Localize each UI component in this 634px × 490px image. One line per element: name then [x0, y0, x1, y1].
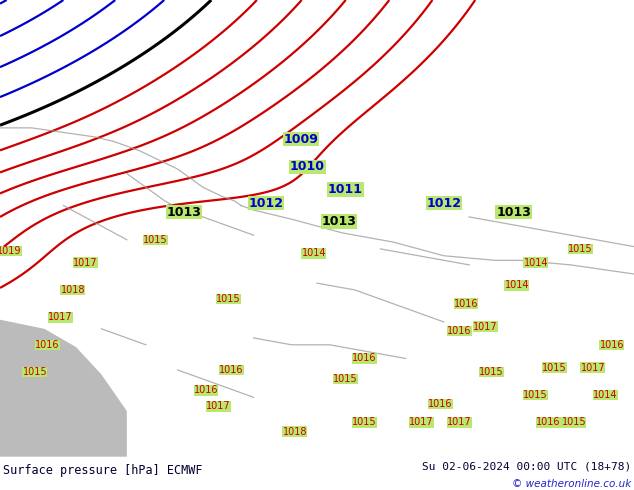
Text: 1015: 1015 [143, 235, 167, 245]
Text: 1013: 1013 [166, 206, 202, 219]
Text: 1018: 1018 [61, 285, 85, 295]
Text: 1015: 1015 [479, 367, 503, 377]
Text: Surface pressure [hPa] ECMWF: Surface pressure [hPa] ECMWF [3, 464, 203, 476]
Text: 1016: 1016 [536, 417, 560, 427]
Text: 1015: 1015 [543, 363, 567, 372]
Text: 1014: 1014 [302, 248, 326, 258]
Text: 1014: 1014 [505, 280, 529, 291]
Text: 1017: 1017 [207, 401, 231, 412]
Text: 1016: 1016 [219, 365, 243, 375]
Text: 1017: 1017 [581, 363, 605, 372]
Text: 1016: 1016 [454, 299, 478, 309]
Text: 1016: 1016 [448, 326, 472, 336]
Text: 1017: 1017 [473, 321, 497, 332]
Text: 1015: 1015 [353, 417, 377, 427]
Text: 1016: 1016 [600, 340, 624, 350]
Text: Su 02-06-2024 00:00 UTC (18+78): Su 02-06-2024 00:00 UTC (18+78) [422, 462, 631, 472]
Text: 1009: 1009 [283, 133, 319, 146]
Text: 1010: 1010 [290, 160, 325, 173]
Text: 1015: 1015 [524, 390, 548, 400]
Text: 1014: 1014 [524, 258, 548, 268]
Text: © weatheronline.co.uk: © weatheronline.co.uk [512, 479, 631, 489]
Text: 1015: 1015 [216, 294, 240, 304]
Text: 1012: 1012 [249, 196, 284, 210]
Text: 1016: 1016 [36, 340, 60, 350]
Text: 1015: 1015 [568, 244, 592, 254]
Text: 1016: 1016 [194, 386, 218, 395]
Text: 1017: 1017 [74, 258, 98, 268]
Text: 1012: 1012 [426, 196, 462, 210]
Text: 1018: 1018 [283, 427, 307, 437]
Text: 1014: 1014 [593, 390, 618, 400]
Text: 1017: 1017 [48, 313, 72, 322]
Text: 1017: 1017 [410, 417, 434, 427]
Text: 1013: 1013 [321, 215, 357, 228]
Polygon shape [0, 319, 127, 457]
Text: 1015: 1015 [562, 417, 586, 427]
Text: 1015: 1015 [23, 367, 47, 377]
Text: 1016: 1016 [353, 353, 377, 364]
Text: 1017: 1017 [448, 417, 472, 427]
Text: 1015: 1015 [333, 374, 358, 384]
Text: 1016: 1016 [429, 399, 453, 409]
Text: 1019: 1019 [0, 246, 22, 256]
Text: 1013: 1013 [496, 206, 531, 219]
Text: 1011: 1011 [328, 183, 363, 196]
